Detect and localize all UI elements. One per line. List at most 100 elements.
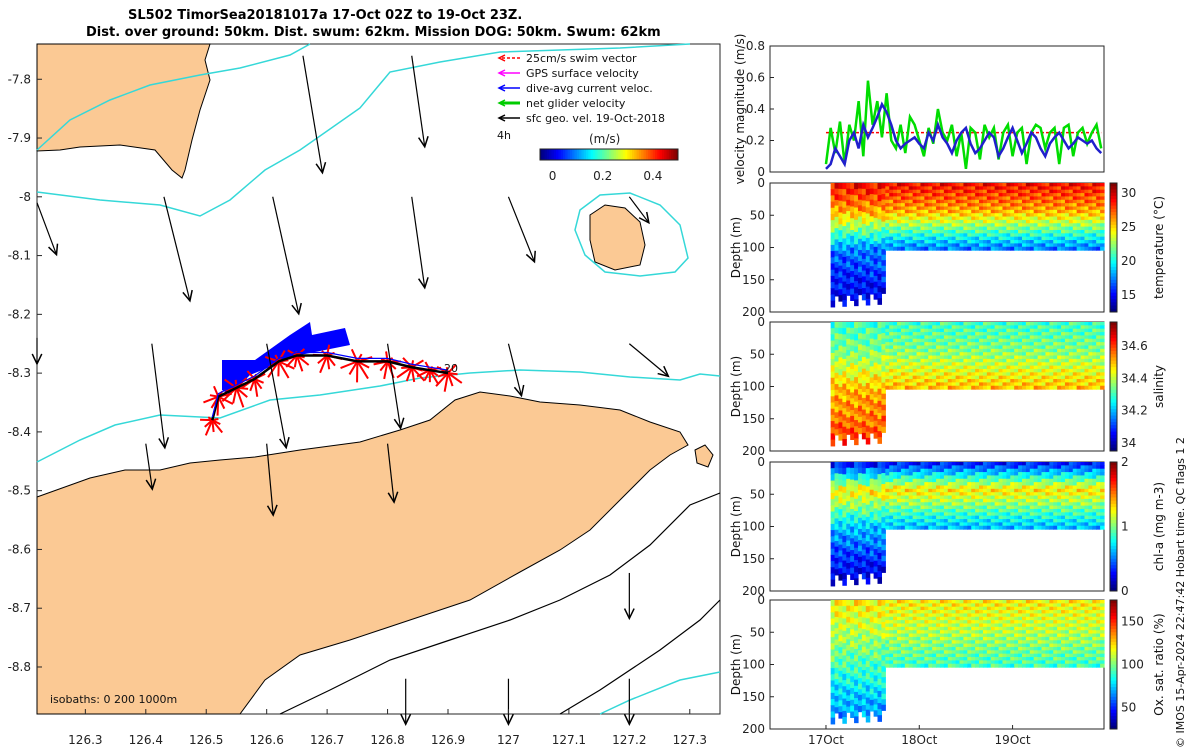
section-cell: [897, 525, 902, 530]
section-cell: [982, 472, 988, 477]
section-cell: [869, 344, 875, 351]
section-cell: [877, 406, 883, 414]
section-cell: [857, 478, 863, 485]
section-cell: [861, 427, 867, 434]
section-cell: [920, 512, 925, 517]
section-cell: [834, 518, 840, 525]
section-cell: [889, 462, 894, 466]
section-colorbar-tick-label: 15: [1121, 288, 1136, 302]
section-cell: [869, 655, 875, 662]
section-cell: [846, 222, 851, 229]
section-cell: [1010, 368, 1015, 373]
section-cell: [967, 385, 972, 390]
section-cell: [959, 495, 965, 500]
section-cell: [830, 462, 836, 469]
section-cell: [1076, 525, 1082, 530]
section-cell: [1072, 495, 1078, 500]
section-cell: [971, 226, 976, 231]
section-cell: [885, 186, 890, 191]
section-cell: [975, 379, 980, 383]
geo-vector-head-14: [145, 478, 157, 491]
section-cell: [1072, 338, 1078, 343]
section-cell: [885, 462, 890, 466]
section-cell: [947, 465, 953, 470]
section-cell: [943, 335, 949, 340]
section-cell: [979, 338, 984, 343]
section-cell: [1041, 342, 1047, 347]
section-cell: [1100, 365, 1105, 370]
section-cell: [842, 535, 847, 543]
section-cell: [1053, 379, 1058, 383]
section-cell: [900, 342, 906, 347]
section-cell: [936, 335, 941, 340]
section-cell: [1068, 362, 1074, 367]
section-cell: [904, 522, 910, 527]
section-cell: [963, 335, 968, 340]
section-cell: [900, 223, 906, 228]
colorbar-cell: [565, 149, 569, 160]
section-cell: [1064, 219, 1070, 224]
section-cell: [1041, 365, 1047, 370]
section-cell: [998, 186, 1004, 191]
section-cell: [947, 338, 953, 343]
section-cell: [979, 332, 984, 337]
section-cell: [1014, 226, 1019, 231]
section-cell: [881, 660, 886, 667]
section-cell: [889, 505, 894, 510]
section-cell: [1037, 519, 1043, 523]
section-cell: [924, 505, 929, 510]
section-cell: [1041, 332, 1047, 337]
section-cell: [928, 209, 933, 214]
section-cell: [1076, 362, 1082, 367]
section-cell: [1041, 515, 1047, 520]
section-cell: [1092, 519, 1097, 523]
section-cell: [986, 385, 992, 390]
section-cell: [865, 541, 871, 548]
section-cell: [1010, 332, 1015, 337]
section-cell: [830, 195, 836, 203]
section-colorbar-cell: [1110, 471, 1117, 476]
section-cell: [1010, 502, 1015, 507]
section-cell: [1033, 246, 1039, 251]
section-cell: [928, 508, 933, 513]
map-x-tick-label: 127: [497, 733, 520, 747]
section-cell: [869, 338, 875, 345]
section-cell: [854, 426, 859, 433]
section-cell: [928, 240, 933, 244]
section-cell: [846, 568, 851, 575]
section-cell: [975, 472, 980, 477]
section-cell: [857, 188, 863, 195]
section-cell: [998, 485, 1004, 490]
section-cell: [990, 348, 996, 353]
section-cell: [861, 345, 867, 352]
section-cell: [1041, 382, 1047, 387]
section-cell: [1057, 348, 1062, 353]
section-cell: [975, 213, 980, 218]
section-cell: [998, 325, 1004, 330]
section-cell: [1100, 243, 1105, 248]
velocity-y-tick-label: 0: [757, 165, 765, 179]
section-cell: [873, 356, 879, 364]
section-cell: [881, 539, 886, 546]
section-cell: [1037, 240, 1043, 244]
section-cell: [846, 244, 851, 251]
section-cell: [1061, 475, 1066, 480]
swim-vector: [405, 366, 413, 382]
section-cell: [1064, 203, 1070, 208]
section-cell: [1096, 328, 1101, 333]
section-cell: [881, 205, 886, 212]
section-cell: [881, 377, 886, 384]
section-cell: [979, 379, 984, 383]
section-cell: [924, 189, 929, 194]
section-cell: [912, 475, 918, 480]
section-cell: [885, 365, 890, 370]
section-colorbar-label: chl-a (mg m-3): [1152, 482, 1166, 571]
section-cell: [1064, 482, 1070, 487]
section-cell: [971, 328, 976, 333]
section-cell: [834, 690, 840, 697]
section-cell: [975, 468, 980, 473]
section-cell: [982, 355, 988, 360]
section-cell: [900, 193, 906, 198]
section-cell: [904, 379, 910, 383]
section-cell: [1002, 223, 1007, 228]
